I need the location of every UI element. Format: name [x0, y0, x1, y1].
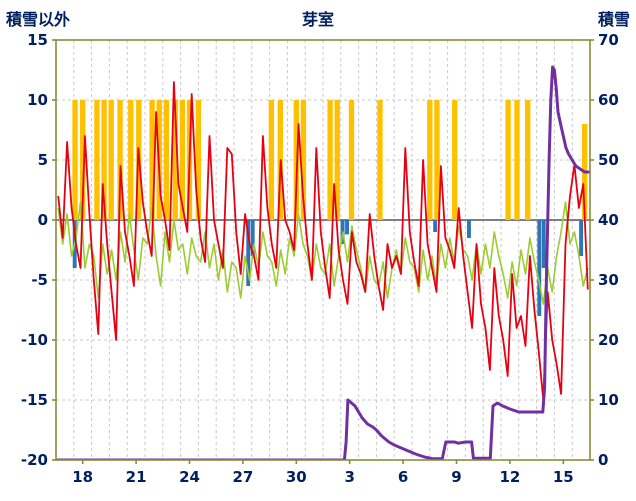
green-line — [57, 201, 589, 305]
plot-border — [55, 39, 591, 461]
sunshine-bars — [334, 100, 340, 220]
sunshine-bars — [172, 100, 178, 220]
left-tick-label: 5 — [38, 151, 48, 169]
bottom-tick-label: 30 — [286, 468, 307, 486]
sunshine-bars — [514, 100, 520, 220]
sunshine-bars — [293, 100, 299, 220]
bottom-tick-label: 6 — [398, 468, 408, 486]
precipitation-bars — [541, 220, 546, 268]
sunshine-bars — [434, 100, 440, 220]
left-tick-label: -5 — [31, 271, 48, 289]
sunshine-bars — [163, 100, 170, 220]
bottom-tick-label: 21 — [126, 468, 147, 486]
sunshine-bars — [108, 100, 114, 220]
bottom-tick-label: 27 — [232, 468, 253, 486]
right-axis-title: 積雪 — [597, 10, 630, 29]
bottom-tick-label: 9 — [451, 468, 461, 486]
right-tick-label: 70 — [598, 31, 619, 49]
precipitation-bars — [250, 220, 255, 256]
sunshine-bars — [377, 100, 383, 220]
right-tick-label: 50 — [598, 151, 619, 169]
sunshine-bars — [505, 100, 511, 220]
sunshine-bars — [427, 100, 433, 220]
left-tick-label: -15 — [21, 391, 48, 409]
bottom-tick-label: 24 — [179, 468, 200, 486]
precipitation-bars — [467, 220, 471, 238]
sunshine-bars — [300, 100, 307, 220]
sunshine-bars — [117, 100, 123, 220]
bottom-tick-label: 18 — [72, 468, 93, 486]
sunshine-bars — [80, 100, 86, 220]
temperature-line — [57, 81, 589, 401]
left-tick-label: 10 — [27, 91, 48, 109]
left-tick-label: 15 — [27, 31, 48, 49]
sunshine-bars — [268, 100, 275, 220]
right-tick-label: 60 — [598, 91, 619, 109]
left-tick-label: -10 — [21, 331, 48, 349]
sunshine-bars — [348, 100, 355, 220]
sunshine-bars — [179, 100, 186, 220]
sunshine-bars — [452, 100, 458, 220]
right-tick-label: 10 — [598, 391, 619, 409]
precipitation-bars — [433, 220, 438, 232]
right-tick-label: 20 — [598, 331, 619, 349]
right-tick-label: 0 — [598, 451, 608, 469]
sunshine-bars — [525, 100, 531, 220]
bottom-tick-label: 12 — [499, 468, 520, 486]
snow-depth-line — [56, 65, 590, 460]
bottom-tick-label: 15 — [553, 468, 574, 486]
right-tick-label: 30 — [598, 271, 619, 289]
sunshine-bars — [195, 100, 202, 220]
right-tick-label: 40 — [598, 211, 619, 229]
precipitation-bars — [345, 220, 349, 235]
sunshine-bars — [101, 100, 107, 220]
bottom-tick-label: 3 — [344, 468, 354, 486]
precipitation-bars — [537, 220, 542, 316]
sunshine-bars — [327, 100, 333, 220]
sunshine-bars — [128, 100, 134, 220]
precipitation-bars — [579, 220, 584, 256]
precipitation-bars — [246, 220, 251, 286]
left-tick-label: 0 — [38, 211, 48, 229]
sunshine-bars — [72, 100, 78, 220]
chart-title: 芽室 — [301, 10, 334, 29]
sunshine-bars — [94, 100, 100, 220]
sunshine-bars — [149, 100, 155, 220]
left-axis-title: 積雪以外 — [6, 10, 71, 29]
left-tick-label: -20 — [21, 451, 48, 469]
